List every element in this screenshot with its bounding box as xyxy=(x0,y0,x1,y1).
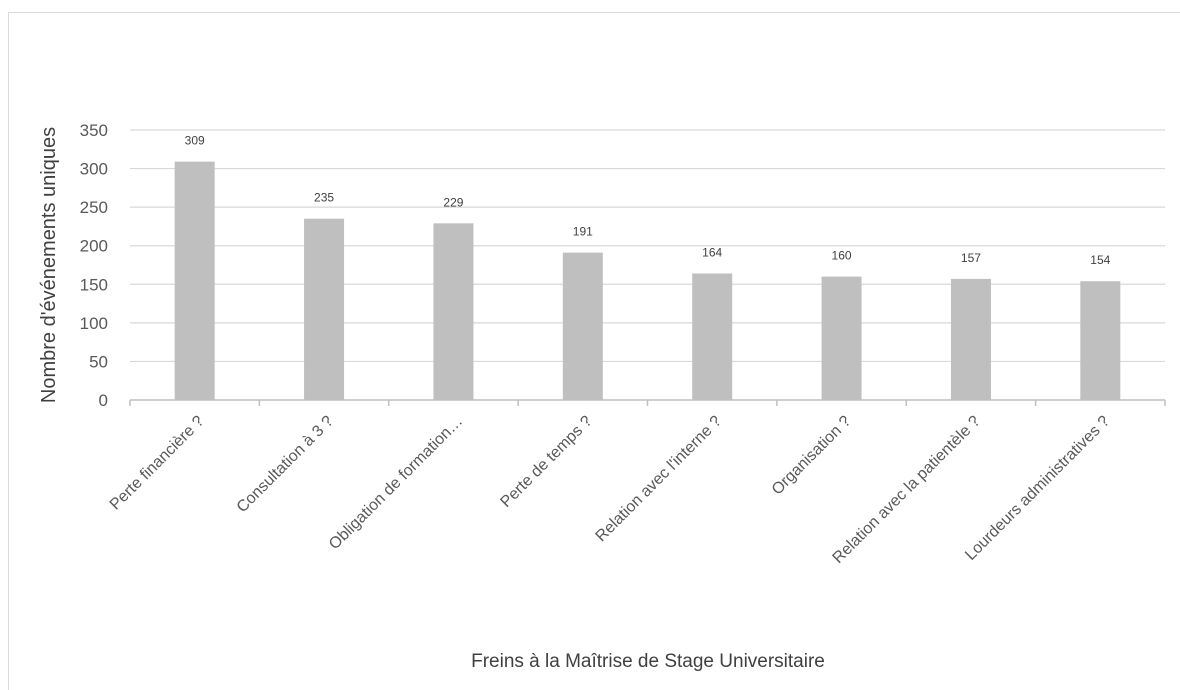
category-label: Relation avec l'interne ? xyxy=(593,413,725,545)
data-label: 154 xyxy=(1090,253,1110,267)
category-label: Lourdeurs administratives ? xyxy=(962,413,1113,564)
category-label: Consultation à 3 ? xyxy=(234,413,337,516)
data-labels: 309 235 229 191 164 160 157 154 xyxy=(185,134,1111,268)
x-axis-title: Freins à la Maîtrise de Stage Universita… xyxy=(471,651,825,672)
y-axis-ticks: 0 50 100 150 200 250 300 350 xyxy=(80,121,108,410)
data-label: 229 xyxy=(443,195,463,209)
y-tick-label: 350 xyxy=(80,121,108,140)
category-label: Relation avec la patientèle ? xyxy=(830,413,984,567)
data-label: 164 xyxy=(702,245,722,259)
y-tick-label: 300 xyxy=(80,160,108,179)
data-label: 157 xyxy=(961,251,981,265)
bar xyxy=(1080,281,1121,400)
bar xyxy=(821,276,862,400)
x-axis xyxy=(129,399,1166,406)
category-labels: Perte financière ? Consultation à 3 ?Obli… xyxy=(107,413,1113,567)
y-tick-label: 150 xyxy=(80,275,108,294)
bar xyxy=(950,278,991,400)
y-tick-label: 200 xyxy=(80,237,108,256)
bar xyxy=(174,161,215,400)
category-label: Organisation ? xyxy=(769,413,855,499)
bar xyxy=(433,223,474,400)
bar xyxy=(692,273,733,400)
data-label: 235 xyxy=(314,191,334,205)
chart-frame xyxy=(8,12,1180,690)
category-label: Obligation de formation… xyxy=(326,413,466,553)
bars xyxy=(174,161,1121,400)
data-label: 309 xyxy=(185,134,205,148)
bar xyxy=(304,218,345,400)
y-tick-label: 250 xyxy=(80,198,108,217)
y-axis-title: Nombre d'événements uniques xyxy=(38,127,60,403)
y-tick-label: 100 xyxy=(80,314,108,333)
gridlines xyxy=(130,129,1165,363)
bar xyxy=(562,252,603,400)
y-tick-label: 50 xyxy=(89,352,108,371)
data-label: 191 xyxy=(573,225,593,239)
y-tick-label: 0 xyxy=(99,391,108,410)
category-label: Perte financière ? xyxy=(107,413,208,514)
data-label: 160 xyxy=(832,249,852,263)
category-label: Perte de temps ? xyxy=(497,413,595,511)
